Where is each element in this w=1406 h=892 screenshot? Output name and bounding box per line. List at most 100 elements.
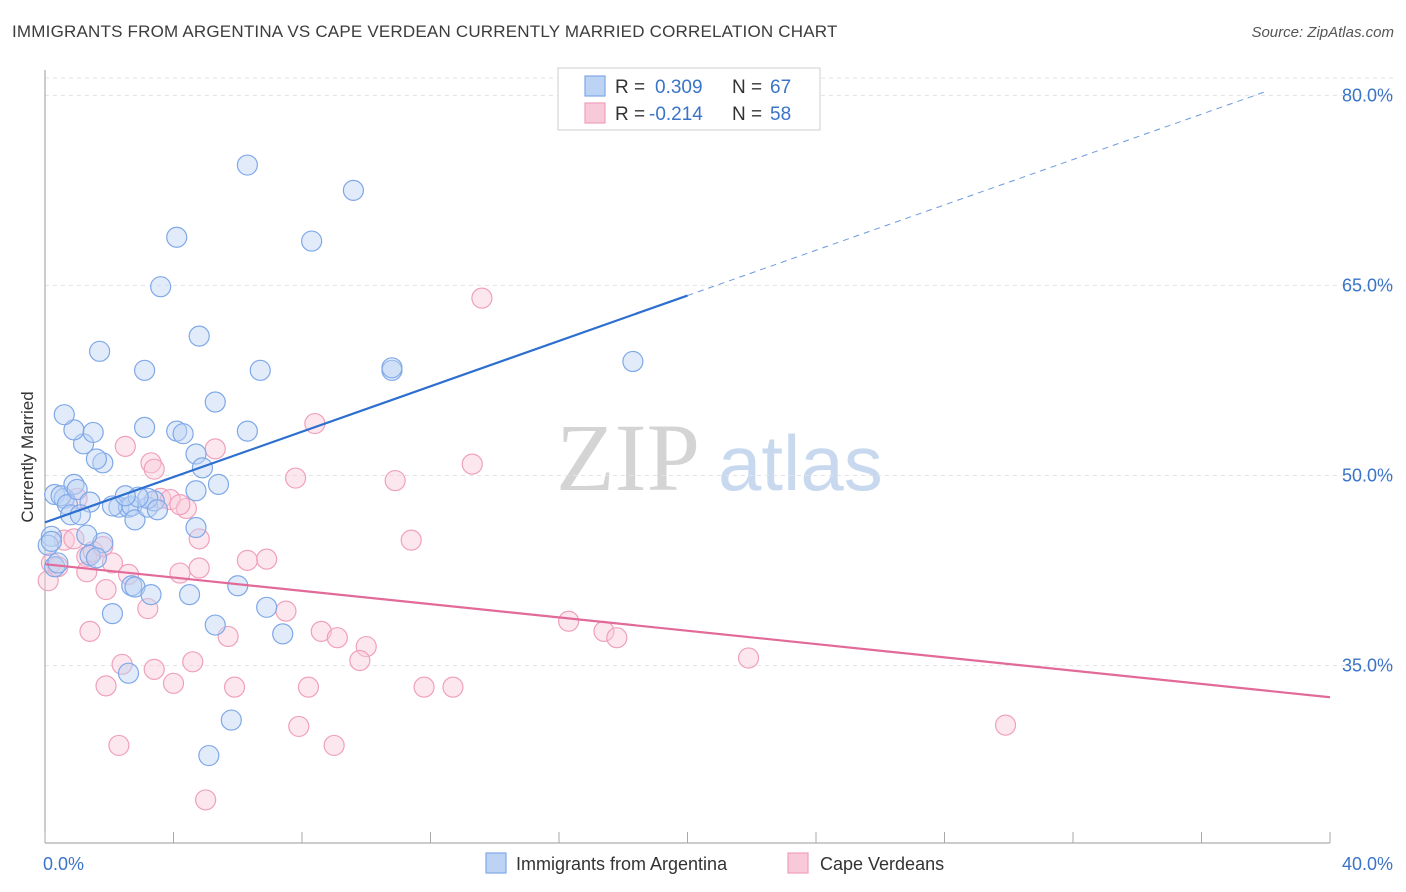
- point-cape-verdeans: [188, 557, 210, 579]
- point-argentina: [150, 276, 172, 298]
- point-cape-verdeans: [162, 672, 185, 694]
- point-cape-verdeans: [95, 578, 117, 601]
- point-argentina: [185, 480, 207, 502]
- trend-line-argentina-extension: [687, 91, 1266, 297]
- legend-n-label-2: N =: [732, 104, 762, 125]
- watermark-zip: ZIP: [556, 404, 700, 511]
- point-argentina: [85, 547, 108, 569]
- x-tick-label: 0.0%: [43, 854, 84, 874]
- stats-legend: R = 0.309 N = 67 R = -0.214 N = 58: [557, 67, 821, 131]
- point-argentina: [101, 603, 124, 625]
- point-cape-verdeans: [256, 548, 278, 570]
- bottom-legend-swatch-cape-verdeans: [787, 852, 809, 874]
- y-tick-label: 65.0%: [1342, 275, 1393, 295]
- legend-swatch-cape-verdeans: [584, 102, 606, 124]
- point-argentina: [204, 391, 226, 413]
- bottom-legend-label-argentina: Immigrants from Argentina: [516, 854, 728, 874]
- point-argentina: [220, 709, 242, 731]
- legend-n-value-1: 67: [770, 77, 791, 98]
- point-argentina: [204, 614, 226, 636]
- point-argentina: [133, 359, 156, 381]
- bottom-legend-label-cape-verdeans: Cape Verdeans: [820, 854, 944, 874]
- y-axis-title: Currently Married: [18, 391, 37, 522]
- point-argentina: [37, 534, 59, 556]
- point-cape-verdeans: [169, 562, 191, 584]
- point-cape-verdeans: [558, 610, 580, 632]
- trend-line-cape-verdeans: [44, 563, 1331, 699]
- point-argentina: [140, 584, 162, 606]
- legend-r-label-1: R =: [615, 77, 645, 98]
- point-argentina: [272, 623, 294, 645]
- point-argentina: [207, 473, 230, 495]
- point-argentina: [146, 499, 169, 521]
- point-argentina: [236, 154, 258, 176]
- y-tick-labels: 80.0% 65.0% 50.0% 35.0%: [1342, 85, 1393, 675]
- point-argentina: [66, 478, 88, 501]
- legend-r-label-2: R =: [615, 104, 645, 125]
- point-cape-verdeans: [297, 676, 320, 698]
- point-cape-verdeans: [223, 676, 246, 698]
- point-argentina: [85, 448, 108, 470]
- point-argentina: [198, 744, 220, 767]
- point-argentina: [53, 404, 75, 426]
- point-cape-verdeans: [236, 549, 258, 572]
- point-argentina: [124, 509, 146, 531]
- point-cape-verdeans: [400, 529, 422, 551]
- y-tick-label: 80.0%: [1342, 85, 1393, 105]
- point-cape-verdeans: [413, 676, 435, 698]
- series-legend: Immigrants from Argentina Cape Verdeans: [485, 852, 944, 874]
- point-cape-verdeans: [137, 597, 159, 620]
- chart-source: Source: ZipAtlas.com: [1251, 24, 1394, 41]
- point-argentina: [117, 662, 140, 684]
- point-cape-verdeans: [175, 497, 197, 520]
- point-cape-verdeans: [442, 676, 464, 698]
- watermark-atlas: atlas: [718, 419, 883, 507]
- point-cape-verdeans: [169, 494, 191, 516]
- point-argentina: [47, 552, 69, 574]
- point-argentina: [622, 350, 644, 373]
- point-argentina: [172, 423, 194, 445]
- point-cape-verdeans: [63, 528, 85, 550]
- point-argentina: [133, 416, 156, 438]
- point-cape-verdeans: [195, 789, 217, 811]
- y-tick-label: 35.0%: [1342, 656, 1393, 676]
- point-argentina: [381, 357, 403, 379]
- bottom-legend-swatch-argentina: [485, 852, 507, 874]
- point-cape-verdeans: [323, 734, 345, 757]
- point-cape-verdeans: [204, 438, 226, 460]
- legend-r-value-2: -0.214: [649, 104, 703, 125]
- point-cape-verdeans: [994, 714, 1017, 736]
- point-cape-verdeans: [471, 287, 493, 309]
- trend-lines: [44, 91, 1331, 699]
- point-argentina: [301, 230, 323, 252]
- point-cape-verdeans: [143, 458, 165, 480]
- point-cape-verdeans: [182, 651, 204, 673]
- point-argentina: [188, 325, 210, 347]
- point-cape-verdeans: [310, 620, 332, 642]
- point-cape-verdeans: [101, 552, 124, 574]
- point-cape-verdeans: [384, 469, 406, 492]
- point-cape-verdeans: [606, 627, 628, 649]
- point-cape-verdeans: [284, 467, 307, 489]
- point-argentina: [40, 530, 63, 553]
- point-cape-verdeans: [140, 452, 162, 474]
- point-argentina: [236, 420, 258, 442]
- series-cape-verdeans: [37, 287, 1017, 811]
- legend-r-value-1: 0.309: [655, 77, 703, 98]
- point-cape-verdeans: [461, 453, 483, 475]
- point-argentina: [76, 524, 98, 546]
- x-tick-labels: 0.0% 40.0%: [43, 854, 1393, 874]
- point-argentina: [114, 485, 136, 507]
- point-argentina: [82, 421, 104, 444]
- point-cape-verdeans: [326, 627, 348, 649]
- point-cape-verdeans: [79, 620, 101, 642]
- point-cape-verdeans: [114, 435, 136, 457]
- series-argentina: [37, 154, 644, 767]
- point-cape-verdeans: [737, 647, 760, 669]
- point-argentina: [249, 359, 271, 381]
- point-argentina: [92, 452, 114, 474]
- point-cape-verdeans: [349, 649, 371, 672]
- point-argentina: [342, 179, 364, 201]
- legend-n-label-1: N =: [732, 77, 762, 98]
